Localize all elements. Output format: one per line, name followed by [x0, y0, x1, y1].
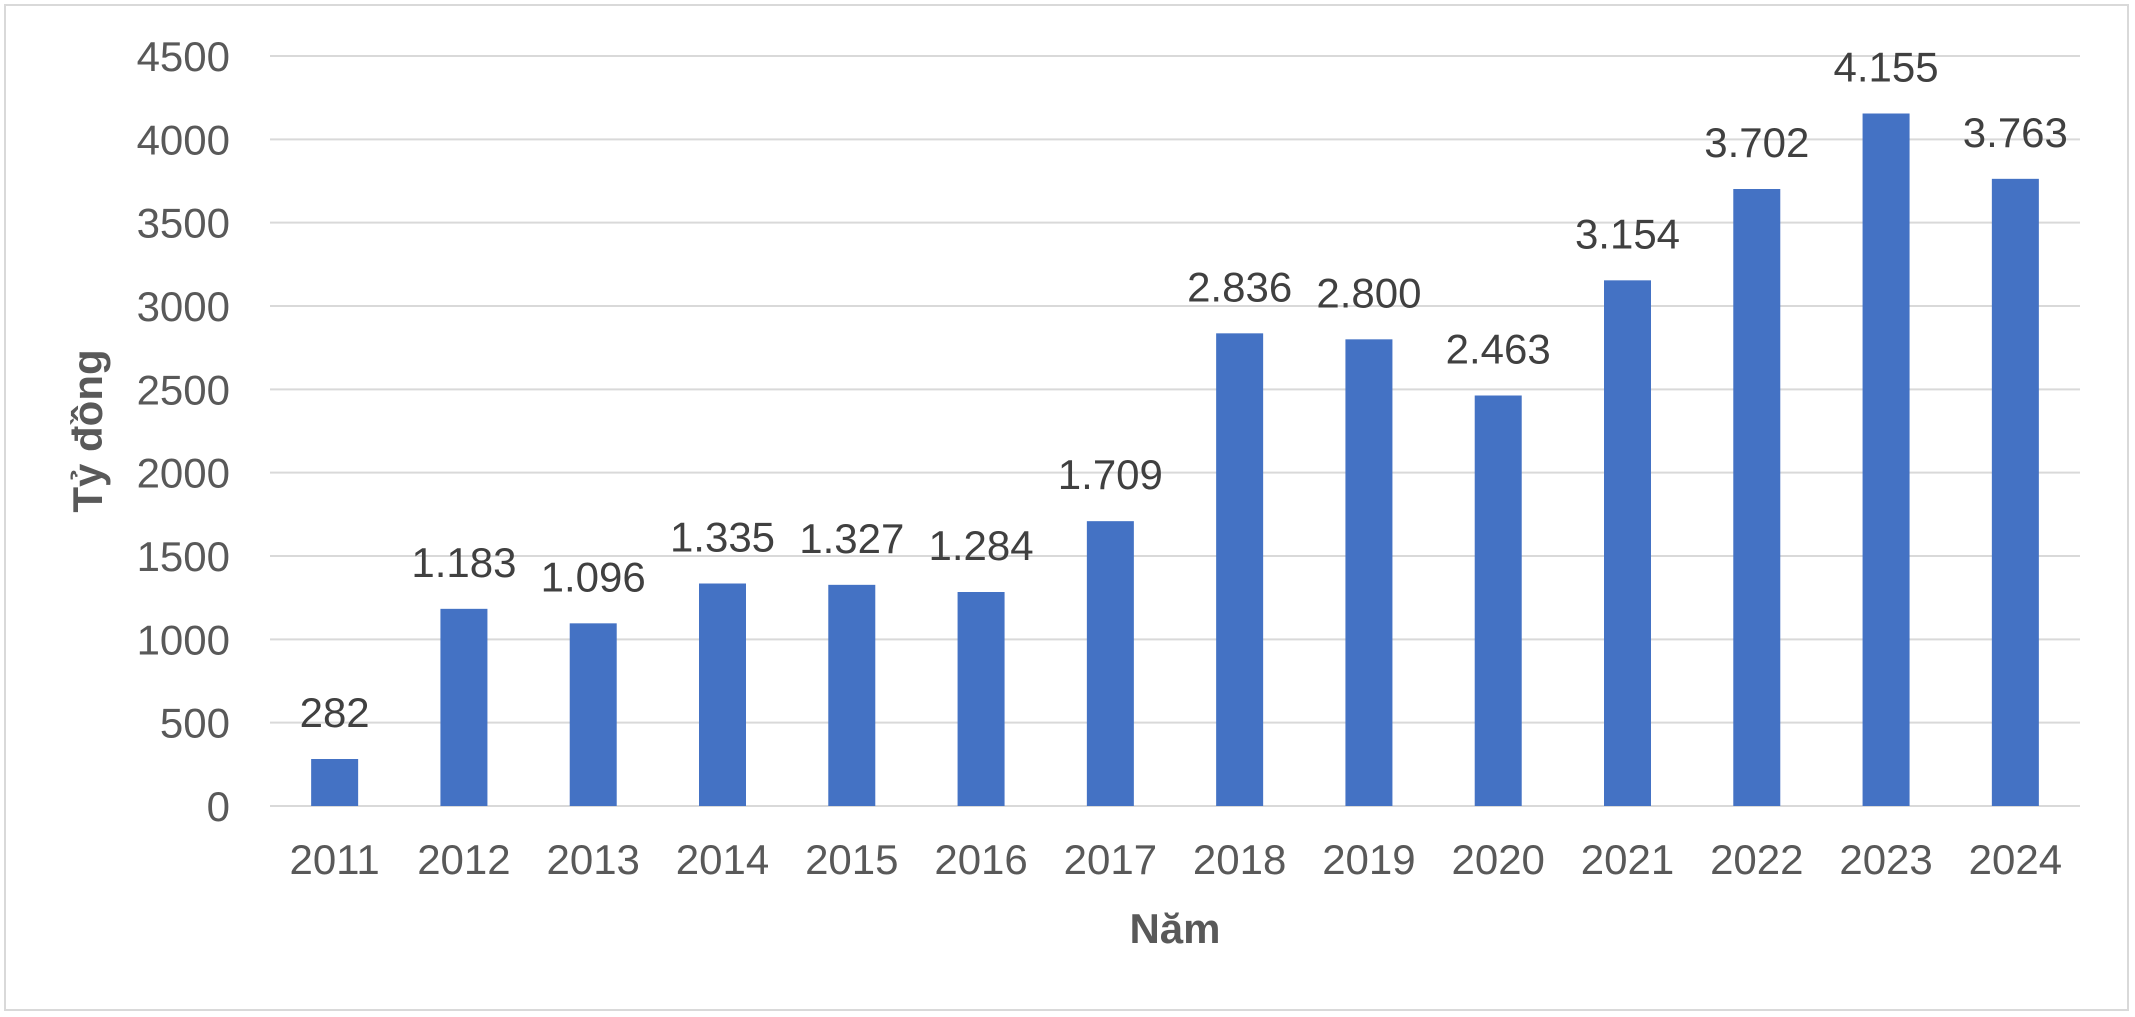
data-label-2018: 2.836 [1187, 263, 1292, 310]
x-tick-label-2015: 2015 [805, 836, 898, 883]
x-tick-label-2024: 2024 [1969, 836, 2062, 883]
bar-2019 [1345, 339, 1393, 806]
data-label-2012: 1.183 [411, 539, 516, 586]
y-tick-label: 1500 [137, 533, 230, 580]
data-label-2013: 1.096 [541, 553, 646, 600]
x-tick-label-2019: 2019 [1322, 836, 1415, 883]
data-label-2019: 2.800 [1316, 269, 1421, 316]
bar-2012 [440, 608, 488, 806]
x-axis-ticks: 2011 2012 2013 2014 2015 2016 2017 2018 2019 2020… [289, 836, 2062, 883]
data-label-2011: 282 [300, 689, 370, 736]
y-tick-label: 1000 [137, 616, 230, 663]
x-tick-label-2023: 2023 [1839, 836, 1932, 883]
y-tick-label: 3500 [137, 200, 230, 247]
data-label-2016: 1.284 [929, 522, 1034, 569]
y-tick-label: 4500 [137, 33, 230, 80]
data-label-2021: 3.154 [1575, 210, 1680, 257]
bars [311, 113, 2039, 807]
x-tick-label-2011: 2011 [289, 836, 379, 883]
grid-lines [270, 55, 2080, 807]
data-label-2022: 3.702 [1704, 119, 1809, 166]
x-tick-label-2013: 2013 [546, 836, 639, 883]
y-axis-ticks: 0 500 1000 1500 2000 2500 3000 3500 4000 4500 [137, 33, 230, 830]
y-tick-label: 2000 [137, 450, 230, 497]
bar-2018 [1216, 333, 1264, 806]
x-tick-label-2014: 2014 [676, 836, 769, 883]
data-label-2014: 1.335 [670, 514, 775, 561]
y-tick-label: 3000 [137, 283, 230, 330]
y-tick-label: 4000 [137, 116, 230, 163]
x-tick-label-2017: 2017 [1064, 836, 1157, 883]
bar-2021 [1604, 280, 1651, 806]
bar-2013 [569, 623, 617, 806]
x-tick-label-2016: 2016 [934, 836, 1027, 883]
y-tick-label: 2500 [137, 366, 230, 413]
bar-2015 [828, 584, 876, 806]
bar-2016 [957, 592, 1005, 806]
data-label-2017: 1.709 [1058, 451, 1163, 498]
x-tick-label-2021: 2021 [1581, 836, 1674, 883]
bar-2023 [1862, 113, 1910, 806]
x-tick-label-2020: 2020 [1451, 836, 1544, 883]
bar-2024 [1991, 178, 2039, 807]
data-label-2020: 2.463 [1446, 326, 1551, 373]
data-label-2023: 4.155 [1834, 44, 1939, 91]
y-tick-label: 0 [207, 783, 230, 830]
bar-2020 [1474, 395, 1522, 806]
x-tick-label-2018: 2018 [1193, 836, 1286, 883]
x-tick-label-2012: 2012 [417, 836, 510, 883]
data-labels: 282 1.183 1.096 1.335 1.327 1.284 1.709 2.836 2.… [300, 44, 2068, 737]
data-label-2015: 1.327 [799, 515, 904, 562]
bar-2017 [1086, 521, 1134, 806]
x-tick-label-2022: 2022 [1710, 836, 1803, 883]
bar-2011 [311, 759, 359, 806]
y-tick-label: 500 [160, 700, 230, 747]
data-label-2024: 3.763 [1963, 109, 2068, 156]
x-axis-title: Năm [1129, 905, 1220, 952]
bar-2022 [1733, 189, 1781, 806]
y-axis-title: Tỷ đồng [64, 349, 111, 512]
bar-2014 [699, 583, 746, 806]
